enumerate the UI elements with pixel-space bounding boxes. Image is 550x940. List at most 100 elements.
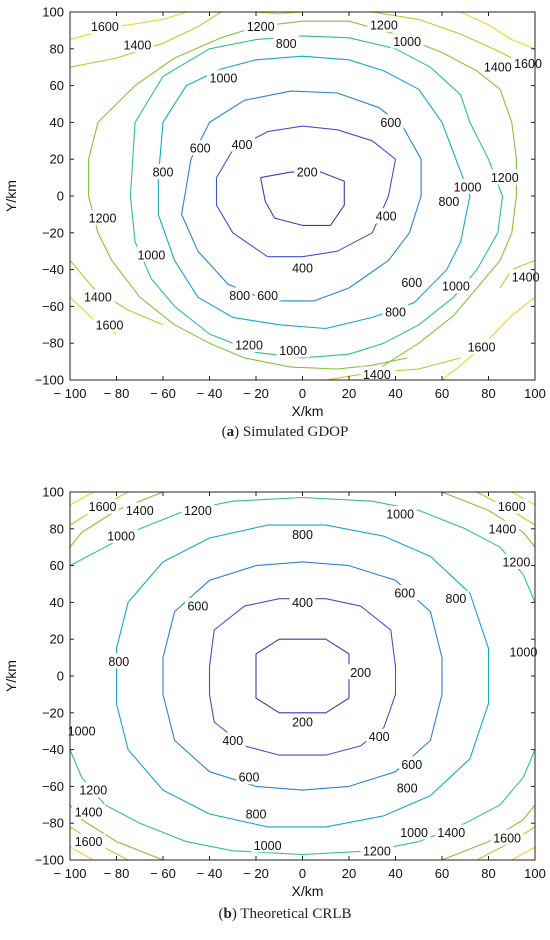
contour-label-600: 600 (239, 771, 260, 785)
contour-label-600: 600 (190, 142, 211, 156)
contour-label-800: 800 (153, 166, 174, 180)
y-tick-label: 100 (42, 5, 64, 20)
contour-label-bg (251, 837, 285, 853)
contour-label-bg (294, 164, 320, 180)
contour-label-bg (76, 782, 110, 798)
y-axis-label: Y/km (3, 180, 19, 212)
contour-1600-segment-0 (70, 12, 187, 41)
contour-label-800: 800 (385, 305, 406, 319)
contour-label-200: 200 (292, 716, 313, 730)
contour-label-1200: 1200 (184, 504, 212, 518)
contour-label-bg (72, 833, 105, 849)
x-tick-label: 100 (524, 386, 546, 401)
contour-label-bg (104, 528, 138, 544)
y-tick-label: −20 (42, 225, 64, 240)
contour-label-bg (495, 498, 529, 514)
y-tick-label: −40 (42, 262, 64, 277)
contour-label-bg (232, 337, 266, 353)
contour-label-1400: 1400 (84, 291, 112, 305)
contour-label-bg (481, 59, 515, 75)
x-tick-label: − 40 (197, 866, 223, 881)
contour-label-600: 600 (401, 758, 422, 772)
contour-label-bg (134, 246, 168, 262)
contour-label-bg (360, 366, 394, 382)
y-tick-label: 20 (50, 632, 64, 647)
contour-label-1400: 1400 (124, 39, 152, 53)
contour-label-600: 600 (187, 600, 208, 614)
contour-label-bg (187, 140, 213, 156)
contour-label-800: 800 (229, 289, 250, 303)
x-tick-label: 0 (299, 866, 306, 881)
contour-label-600: 600 (394, 587, 415, 601)
contour-label-bg (276, 342, 310, 358)
contour-label-bg (398, 756, 425, 772)
y-tick-label: −100 (35, 853, 64, 868)
y-tick-label: −20 (42, 705, 64, 720)
contour-label-600: 600 (401, 276, 422, 290)
contour-label-1000: 1000 (386, 508, 414, 522)
contour-label-bg (509, 268, 543, 284)
x-tick-label: − 100 (54, 866, 87, 881)
y-axis-label: Y/km (3, 660, 19, 692)
contour-1600-segment-3 (511, 846, 535, 860)
contour-600-segment-0 (181, 90, 422, 302)
contour-label-bg (289, 526, 316, 542)
contour-label-800: 800 (108, 655, 129, 669)
contour-label-1200: 1200 (491, 171, 519, 185)
contour-label-1400: 1400 (489, 522, 517, 536)
contour-label-bg (236, 769, 262, 785)
x-tick-label: 40 (388, 386, 402, 401)
contour-label-bg (254, 287, 281, 303)
y-tick-label: 0 (57, 669, 64, 684)
y-tick-label: 80 (50, 41, 64, 56)
x-tick-label: − 100 (54, 386, 87, 401)
x-tick-label: − 80 (104, 386, 130, 401)
contour-600-segment-0 (162, 561, 443, 791)
y-tick-label: 20 (50, 152, 64, 167)
contour-label-1400: 1400 (484, 61, 512, 75)
contour-label-bg (185, 598, 211, 614)
contour-label-1000: 1000 (137, 248, 165, 262)
contour-label-1600: 1600 (91, 20, 119, 34)
contour-label-bg (121, 37, 154, 53)
contour-label-1600: 1600 (89, 500, 117, 514)
contour-lines (70, 492, 535, 860)
contour-label-1200: 1200 (363, 844, 391, 858)
caption-text: Theoretical CRLB (237, 906, 352, 922)
y-tick-label: −40 (42, 742, 64, 757)
contour-label-bg (243, 806, 269, 821)
y-tick-label: −80 (42, 336, 64, 351)
x-tick-label: 20 (342, 866, 356, 881)
panel-a: 2004004004006006006006008008008008008001… (3, 5, 546, 441)
y-tick-label: −60 (42, 779, 64, 794)
contour-label-1000: 1000 (210, 72, 238, 86)
y-tick-label: 0 (57, 189, 64, 204)
contour-label-800: 800 (276, 37, 297, 51)
y-tick-label: −80 (42, 816, 64, 831)
contour-label-1000: 1000 (400, 826, 428, 840)
contour-label-bg (181, 502, 215, 518)
contour-label-bg (490, 829, 524, 845)
contour-label-bg (394, 780, 420, 796)
contour-label-bg (451, 178, 484, 194)
contour-label-1000: 1000 (393, 35, 421, 49)
contour-label-1000: 1000 (254, 839, 282, 853)
contour-lines (70, 12, 535, 380)
x-tick-label: 80 (481, 866, 495, 881)
y-tick-label: 40 (50, 115, 64, 130)
contour-1600-segment-0 (70, 492, 94, 506)
contour-label-400: 400 (292, 596, 313, 610)
contour-label-200: 200 (297, 166, 318, 180)
contour-label-400: 400 (292, 261, 313, 275)
y-tick-label: 100 (42, 485, 64, 500)
contour-label-bg (273, 35, 300, 51)
contour-label-bg (506, 644, 540, 660)
contour-label-1000: 1000 (454, 180, 482, 194)
contour-label-1000: 1000 (442, 280, 470, 294)
contour-200-segment-0 (255, 638, 350, 714)
figure-caption: (a) Simulated GDOP (222, 424, 349, 440)
contour-label-1200: 1200 (247, 20, 275, 34)
contour-label-bg (207, 70, 240, 86)
contour-label-1400: 1400 (512, 270, 540, 284)
